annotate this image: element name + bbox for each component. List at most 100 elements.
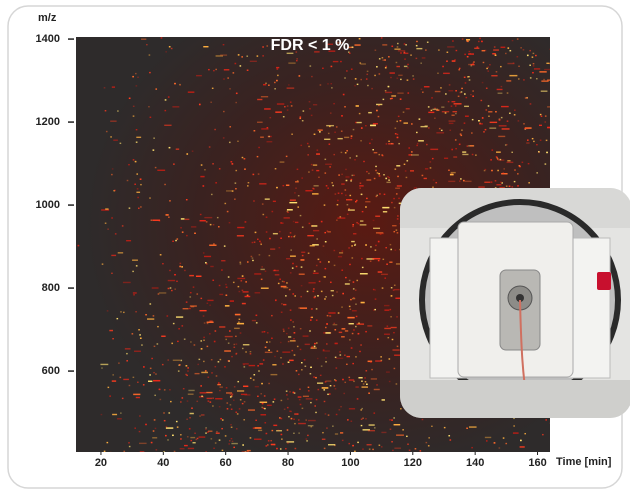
speckle: [145, 314, 147, 316]
speckle: [243, 401, 246, 403]
speckle: [198, 436, 206, 438]
speckle: [238, 408, 241, 410]
x-axis-label: Time [min]: [556, 456, 612, 468]
speckle: [325, 185, 328, 187]
speckle: [277, 282, 280, 285]
speckle: [266, 404, 272, 407]
speckle: [361, 380, 363, 382]
speckle: [399, 120, 402, 122]
speckle: [305, 419, 307, 421]
speckle: [134, 160, 137, 163]
speckle: [327, 132, 330, 135]
speckle: [338, 331, 343, 334]
speckle: [119, 376, 122, 379]
speckle: [162, 262, 164, 265]
speckle: [223, 245, 226, 247]
speckle: [359, 187, 362, 189]
speckle: [360, 301, 365, 304]
speckle: [330, 281, 332, 284]
speckle: [276, 68, 279, 70]
speckle: [431, 425, 433, 427]
speckle: [498, 119, 501, 121]
speckle: [536, 143, 538, 146]
speckle: [341, 250, 344, 252]
speckle: [199, 415, 201, 417]
speckle: [256, 155, 259, 158]
speckle: [311, 308, 313, 310]
speckle: [450, 171, 456, 174]
speckle: [346, 70, 348, 72]
speckle: [346, 213, 349, 215]
speckle: [358, 377, 363, 379]
speckle: [344, 283, 350, 285]
speckle: [194, 232, 196, 235]
speckle: [368, 392, 370, 394]
speckle: [531, 137, 534, 140]
speckle: [326, 43, 334, 45]
speckle: [222, 137, 225, 139]
speckle: [352, 362, 354, 365]
speckle: [215, 182, 217, 184]
speckle: [114, 189, 116, 192]
speckle: [186, 153, 189, 155]
speckle: [350, 135, 353, 137]
speckle: [485, 87, 488, 89]
speckle: [366, 444, 372, 446]
speckle: [407, 67, 409, 69]
speckle: [373, 151, 378, 154]
speckle: [213, 243, 215, 245]
speckle: [114, 189, 116, 192]
speckle: [462, 179, 465, 182]
speckle: [283, 217, 290, 219]
speckle: [480, 99, 483, 102]
speckle: [356, 221, 358, 224]
speckle: [376, 109, 378, 112]
speckle: [347, 316, 355, 319]
speckle: [271, 429, 274, 432]
speckle: [509, 112, 511, 114]
speckle: [262, 46, 264, 48]
speckle: [466, 145, 469, 147]
speckle: [313, 296, 316, 299]
speckle: [324, 298, 326, 300]
speckle: [167, 96, 170, 98]
speckle: [278, 246, 281, 249]
speckle: [139, 451, 145, 452]
speckle: [350, 347, 353, 349]
speckle: [361, 266, 364, 269]
speckle: [157, 169, 166, 171]
speckle: [346, 150, 348, 152]
speckle: [164, 109, 167, 112]
speckle: [428, 437, 430, 439]
speckle: [285, 448, 287, 450]
speckle: [106, 441, 109, 444]
speckle: [289, 309, 292, 311]
speckle: [266, 45, 269, 47]
speckle: [294, 234, 296, 237]
y-tick-label: 800: [42, 282, 60, 294]
speckle: [498, 125, 507, 127]
speckle: [286, 52, 294, 55]
speckle: [315, 398, 318, 401]
speckle: [276, 44, 278, 46]
speckle: [472, 95, 474, 97]
speckle: [209, 320, 213, 322]
speckle: [375, 165, 377, 168]
speckle: [302, 110, 305, 112]
speckle: [251, 319, 257, 322]
speckle: [289, 340, 296, 342]
speckle: [261, 266, 263, 268]
speckle: [205, 451, 207, 452]
speckle: [507, 62, 515, 65]
speckle: [204, 169, 206, 171]
speckle: [178, 328, 180, 330]
speckle: [265, 445, 268, 447]
speckle: [489, 127, 497, 129]
speckle: [304, 365, 307, 367]
speckle: [111, 86, 116, 88]
speckle: [224, 350, 231, 352]
speckle: [539, 71, 547, 73]
speckle: [481, 81, 484, 84]
speckle: [304, 343, 310, 346]
speckle: [158, 388, 161, 391]
